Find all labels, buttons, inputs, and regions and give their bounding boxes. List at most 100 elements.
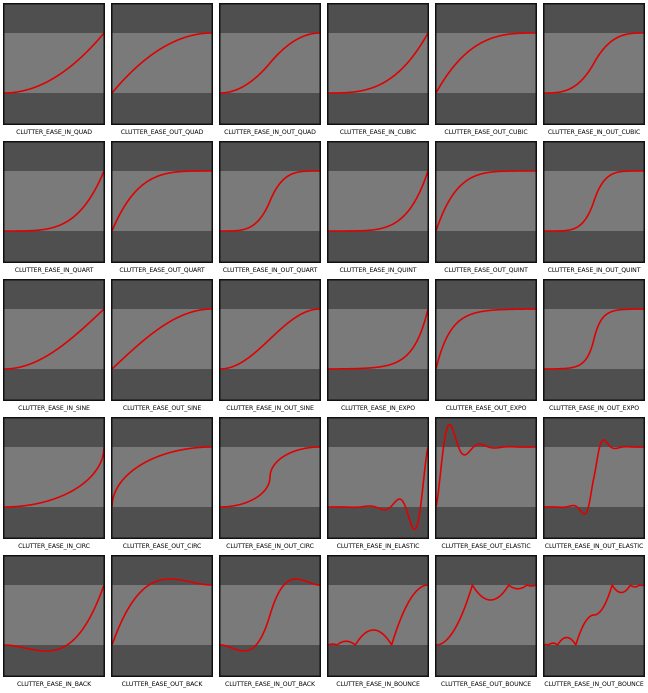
plot-frame [543, 555, 645, 677]
easing-label: CLUTTER_EASE_OUT_QUINT [444, 267, 528, 274]
easing-plot [543, 141, 645, 263]
value-range-band [327, 447, 429, 507]
easing-label: CLUTTER_EASE_IN_OUT_SINE [226, 405, 314, 412]
easing-label: CLUTTER_EASE_IN_BACK [16, 681, 92, 688]
plot-frame [3, 3, 105, 125]
plot-frame [435, 555, 537, 677]
easing-label: CLUTTER_EASE_OUT_QUAD [120, 129, 204, 136]
easing-label: CLUTTER_EASE_IN_CIRC [18, 543, 90, 550]
easing-curve [543, 439, 645, 515]
easing-cell: CLUTTER_EASE_IN_CUBIC [327, 3, 429, 141]
easing-label: CLUTTER_EASE_IN_OUT_CIRC [226, 543, 314, 550]
easing-plot [219, 3, 321, 125]
easing-plot [111, 279, 213, 401]
plot-frame [327, 3, 429, 125]
plot-frame [327, 555, 429, 677]
easing-cell: CLUTTER_EASE_IN_OUT_BOUNCE [543, 555, 645, 693]
plot-frame [111, 417, 213, 539]
value-range-band [435, 171, 537, 231]
easing-curve [219, 446, 321, 508]
plot-frame [3, 555, 105, 677]
plot-frame [3, 417, 105, 539]
easing-plot [435, 141, 537, 263]
plot-frame [3, 141, 105, 263]
value-range-band [435, 585, 537, 645]
value-range-band [111, 309, 213, 369]
easing-label: CLUTTER_EASE_IN_CUBIC [339, 129, 417, 136]
easing-curve [435, 170, 537, 232]
easing-label: CLUTTER_EASE_OUT_SINE [122, 405, 202, 412]
value-range-band [435, 447, 537, 507]
easing-label: CLUTTER_EASE_OUT_QUART [119, 267, 205, 274]
plot-frame [327, 141, 429, 263]
easing-curve [543, 170, 645, 232]
easing-cell: CLUTTER_EASE_IN_OUT_ELASTIC [543, 417, 645, 555]
easing-curve [111, 446, 213, 508]
easing-cell: CLUTTER_EASE_OUT_CIRC [111, 417, 213, 555]
plot-frame [111, 279, 213, 401]
value-range-band [111, 585, 213, 645]
easing-plot [543, 279, 645, 401]
easing-label: CLUTTER_EASE_OUT_EXPO [445, 405, 527, 412]
easing-label: CLUTTER_EASE_IN_QUAD [16, 129, 92, 136]
plot-frame [543, 141, 645, 263]
easing-label: CLUTTER_EASE_OUT_CIRC [122, 543, 202, 550]
easing-curve [3, 446, 105, 508]
easing-plot [3, 555, 105, 677]
easing-plot [3, 417, 105, 539]
easing-curve [3, 32, 105, 94]
easing-cell: CLUTTER_EASE_IN_BOUNCE [327, 555, 429, 693]
value-range-band [3, 33, 105, 93]
plot-frame [111, 141, 213, 263]
easing-cell: CLUTTER_EASE_OUT_SINE [111, 279, 213, 417]
easing-cell: CLUTTER_EASE_IN_OUT_QUART [219, 141, 321, 279]
easing-cell: CLUTTER_EASE_OUT_ELASTIC [435, 417, 537, 555]
plot-frame [435, 141, 537, 263]
easing-label: CLUTTER_EASE_OUT_CUBIC [444, 129, 528, 136]
easing-label: CLUTTER_EASE_IN_OUT_BOUNCE [544, 681, 644, 688]
easing-curve [111, 32, 213, 94]
easing-label: CLUTTER_EASE_OUT_ELASTIC [441, 543, 531, 550]
easing-label: CLUTTER_EASE_OUT_BACK [121, 681, 203, 688]
easing-plot [543, 417, 645, 539]
easing-cell: CLUTTER_EASE_IN_OUT_CIRC [219, 417, 321, 555]
easing-curve [327, 446, 429, 531]
easing-curve [219, 308, 321, 370]
plot-frame [219, 279, 321, 401]
easing-label: CLUTTER_EASE_IN_ELASTIC [336, 543, 420, 550]
easing-curve [435, 584, 537, 646]
plot-frame [219, 141, 321, 263]
easing-label: CLUTTER_EASE_IN_BOUNCE [336, 681, 420, 688]
value-range-band [327, 33, 429, 93]
easing-label: CLUTTER_EASE_IN_QUART [14, 267, 94, 274]
easing-label: CLUTTER_EASE_IN_EXPO [340, 405, 416, 412]
value-range-band [327, 171, 429, 231]
easing-plot [543, 3, 645, 125]
plot-frame [111, 555, 213, 677]
easing-label: CLUTTER_EASE_IN_SINE [18, 405, 90, 412]
value-range-band [111, 447, 213, 507]
plot-frame [435, 3, 537, 125]
easing-curve [3, 584, 105, 652]
easing-label: CLUTTER_EASE_OUT_BOUNCE [440, 681, 532, 688]
easing-curve [219, 578, 321, 652]
easing-label: CLUTTER_EASE_IN_OUT_ELASTIC [544, 543, 644, 550]
easing-plot [111, 141, 213, 263]
plot-frame [327, 417, 429, 539]
easing-cell: CLUTTER_EASE_OUT_QUAD [111, 3, 213, 141]
easing-plot [435, 555, 537, 677]
easing-plot [327, 417, 429, 539]
plot-frame [219, 417, 321, 539]
easing-curve [327, 170, 429, 232]
easing-plot [219, 555, 321, 677]
easing-plot [435, 417, 537, 539]
easing-cell: CLUTTER_EASE_IN_SINE [3, 279, 105, 417]
easing-label: CLUTTER_EASE_IN_OUT_QUART [222, 267, 318, 274]
easing-plot [543, 555, 645, 677]
value-range-band [3, 447, 105, 507]
easing-curve [435, 423, 537, 508]
easing-cell: CLUTTER_EASE_IN_OUT_BACK [219, 555, 321, 693]
easing-plot [435, 279, 537, 401]
easing-cell: CLUTTER_EASE_IN_BACK [3, 555, 105, 693]
plot-frame [219, 3, 321, 125]
